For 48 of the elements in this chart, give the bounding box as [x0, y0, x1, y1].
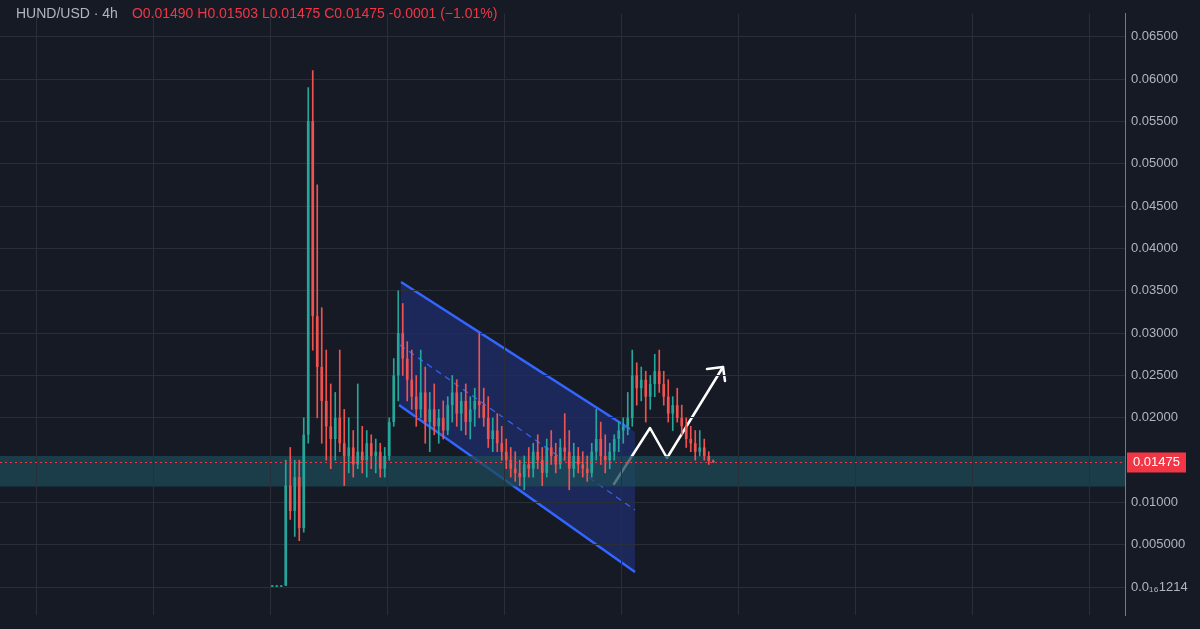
chart-subtitle: O0.01490 H0.01503 L0.01475 C0.01475 -0.0001 (−1.01%)	[131, 5, 498, 21]
candlestick	[329, 383, 333, 469]
candlestick	[518, 459, 522, 486]
candlestick	[477, 332, 481, 419]
candlestick	[414, 375, 418, 427]
candlestick	[356, 383, 360, 469]
candlestick	[473, 387, 477, 427]
candlestick	[491, 417, 495, 453]
y-tick-label: 0.03000	[1131, 324, 1178, 340]
candlestick	[320, 307, 324, 444]
y-tick-label: 0.02000	[1131, 409, 1178, 425]
candlestick	[603, 434, 607, 474]
candlestick	[594, 409, 598, 461]
y-tick-label: 0.02500	[1131, 367, 1178, 383]
candlestick	[315, 184, 319, 419]
candlestick	[437, 409, 441, 444]
candlestick	[536, 434, 540, 469]
candlestick	[689, 425, 693, 453]
y-tick-label: 0.01000	[1131, 494, 1178, 510]
y-tick-label: 0.04500	[1131, 197, 1178, 213]
candlestick	[671, 396, 675, 431]
y-tick-label: 0.05500	[1131, 112, 1178, 128]
candlestick	[342, 409, 346, 486]
candlestick	[374, 438, 378, 474]
candlestick	[527, 447, 531, 478]
y-tick-label: 0.005000	[1131, 536, 1186, 552]
candlestick	[360, 425, 364, 474]
candlestick	[338, 349, 342, 453]
candlestick	[698, 430, 702, 457]
ref-line-label: 0.01475	[1133, 454, 1180, 470]
candlestick	[626, 392, 630, 436]
candlestick	[639, 366, 643, 402]
y-tick-label: 0.06500	[1131, 28, 1178, 44]
y-tick-label: 0.04000	[1131, 240, 1178, 256]
candlestick	[428, 392, 432, 453]
y-tick-label: 0.0₁₆1214	[1131, 578, 1188, 594]
chart-title: HUND/USD · 4h	[16, 5, 118, 21]
candlestick	[581, 451, 585, 478]
candlestick	[585, 455, 589, 482]
candlestick	[513, 451, 517, 482]
candlestick	[324, 349, 328, 461]
candlestick	[500, 425, 504, 461]
candlestick	[621, 417, 625, 444]
y-tick-label: 0.05000	[1131, 155, 1178, 171]
candlestick	[563, 413, 567, 461]
y-tick-label: 0.06000	[1131, 70, 1178, 86]
candlestick	[347, 417, 351, 474]
y-tick-label: 0.03500	[1131, 282, 1178, 298]
